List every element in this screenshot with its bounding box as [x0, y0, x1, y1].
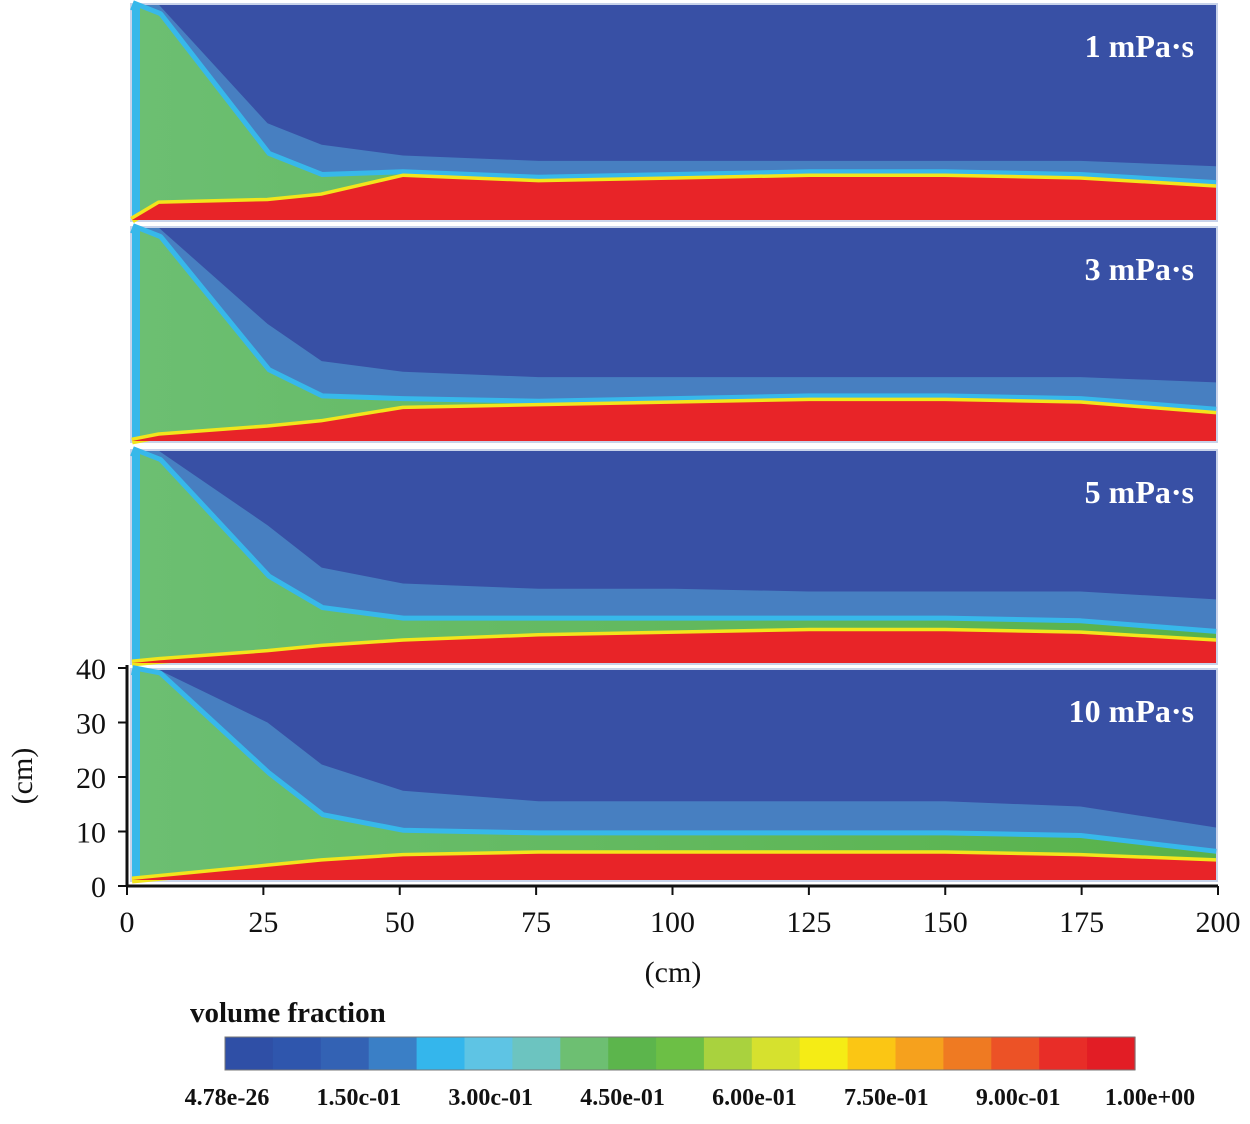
colorbar: volume fraction 4.78e-26 1.50c-01 3.00c-01… — [185, 997, 1195, 1111]
x-tick-label: 75 — [521, 906, 551, 939]
panel-2: 3 mPa·s — [130, 223, 1218, 445]
diffuse-layer — [132, 5, 1216, 220]
panel-4: 10 mPa·s — [130, 665, 1218, 884]
y-tick-label: 0 — [91, 871, 106, 904]
colorbar-cell — [512, 1037, 561, 1070]
colorbar-cell — [703, 1037, 753, 1070]
x-axis-title: (cm) — [645, 956, 702, 989]
x-ticks: 0 25 50 75 100 125 150 175 200 — [120, 886, 1241, 939]
colorbar-label: 4.78e-26 — [185, 1085, 270, 1111]
panel-label: 1 mPa·s — [1085, 28, 1194, 64]
x-tick-label: 50 — [385, 906, 415, 939]
x-tick-label: 100 — [650, 906, 695, 939]
colorbar-cell — [751, 1037, 801, 1070]
colorbar-labels: 4.78e-26 1.50c-01 3.00c-01 4.50e-01 6.00e-01… — [185, 1085, 1195, 1111]
dense-current — [132, 631, 1216, 663]
dense-current — [132, 853, 1216, 880]
panel-1: 1 mPa·s — [130, 0, 1218, 224]
colorbar-label: 9.00c-01 — [976, 1085, 1061, 1111]
colorbar-cell — [991, 1037, 1040, 1070]
x-tick-label: 0 — [120, 906, 135, 939]
colorbar-label: 4.50e-01 — [580, 1085, 665, 1111]
colorbar-cell — [608, 1037, 657, 1070]
inlet-strip — [132, 451, 140, 663]
axes: 0 25 50 75 100 125 150 175 200 0 10 20 30 40 (cm) (c… — [6, 653, 1241, 989]
y-tick-label: 40 — [76, 653, 106, 686]
inlet-strip — [132, 670, 140, 880]
dense-current — [132, 401, 1216, 441]
y-tick-label: 30 — [76, 708, 106, 741]
colorbar-cells — [224, 1036, 1136, 1071]
contour-panels: 1 mPa·s 3 mPa·s 5 mPa·s 10 mPa·s — [130, 0, 1218, 884]
colorbar-label: 1.00e+00 — [1105, 1085, 1195, 1111]
colorbar-cell — [560, 1037, 609, 1070]
colorbar-frame — [224, 1036, 1136, 1071]
panel-label: 3 mPa·s — [1085, 251, 1194, 287]
colorbar-cell — [464, 1037, 513, 1070]
colorbar-cell — [368, 1037, 418, 1070]
colorbar-cell — [272, 1037, 322, 1070]
y-tick-label: 20 — [76, 762, 106, 795]
colorbar-cell — [847, 1037, 897, 1070]
colorbar-cell — [320, 1037, 370, 1070]
x-tick-label: 175 — [1059, 906, 1104, 939]
colorbar-label: 1.50c-01 — [317, 1085, 402, 1111]
y-ticks: 0 10 20 30 40 — [76, 653, 127, 904]
colorbar-cell — [1087, 1037, 1136, 1070]
colorbar-title: volume fraction — [190, 997, 386, 1029]
colorbar-cell — [656, 1037, 705, 1070]
colorbar-cell — [225, 1037, 274, 1070]
x-tick-label: 200 — [1196, 906, 1241, 939]
inlet-strip — [132, 228, 140, 441]
y-tick-label: 10 — [76, 817, 106, 850]
x-tick-label: 125 — [786, 906, 831, 939]
diffuse-layer — [132, 228, 1216, 441]
colorbar-label: 3.00c-01 — [448, 1085, 533, 1111]
colorbar-cell — [943, 1037, 992, 1070]
panel-label: 5 mPa·s — [1085, 474, 1194, 510]
y-axis-title: (cm) — [6, 748, 39, 805]
colorbar-cell — [1039, 1037, 1088, 1070]
colorbar-cell — [895, 1037, 944, 1070]
dense-current — [132, 177, 1216, 220]
colorbar-cell — [799, 1037, 849, 1070]
x-tick-label: 150 — [923, 906, 968, 939]
inlet-strip — [132, 5, 140, 220]
diffuse-layer — [132, 451, 1216, 663]
diffuse-layer — [132, 670, 1216, 880]
x-tick-label: 25 — [248, 906, 278, 939]
colorbar-label: 6.00e-01 — [712, 1085, 797, 1111]
colorbar-cell — [416, 1037, 466, 1070]
panel-label: 10 mPa·s — [1069, 693, 1194, 729]
colorbar-label: 7.50e-01 — [844, 1085, 929, 1111]
panel-3: 5 mPa·s — [130, 446, 1218, 667]
